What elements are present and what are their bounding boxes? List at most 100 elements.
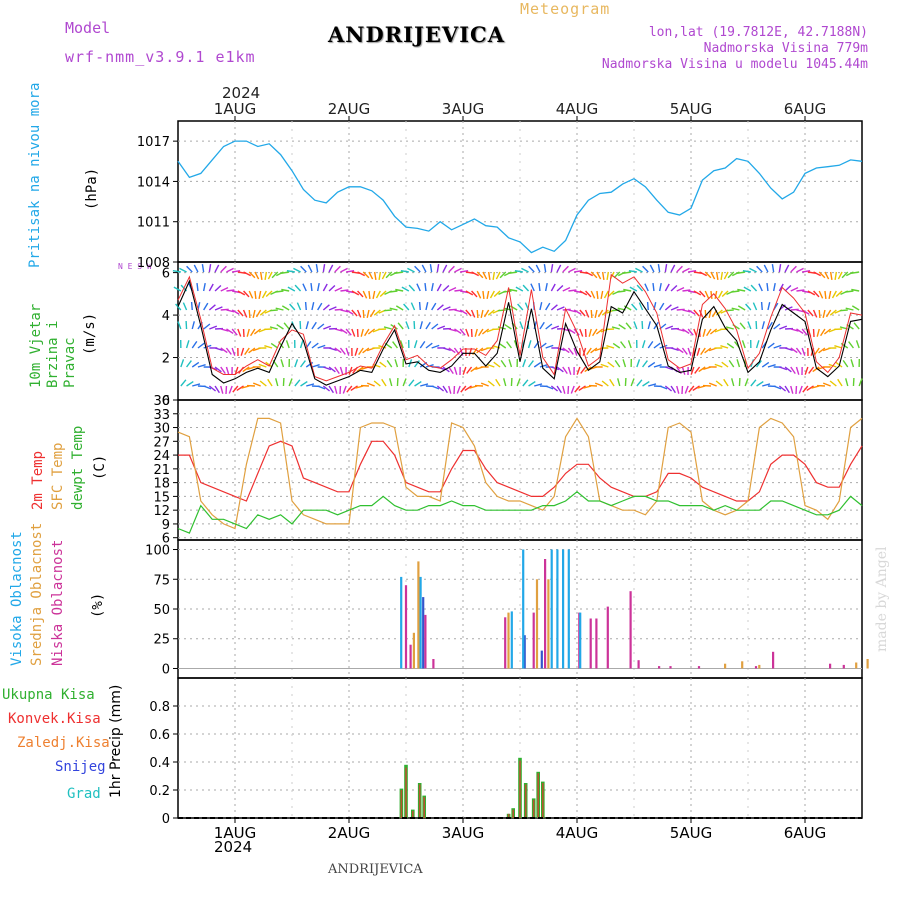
wind-arrow [231, 328, 238, 336]
wind-arrow [579, 328, 584, 337]
wind-arrow [345, 309, 354, 315]
wind-arrow [534, 383, 543, 387]
wind-arrow [499, 271, 507, 279]
wind-arrow [459, 309, 468, 315]
station-title: ANDRIJEVICA [328, 22, 506, 47]
wind-arrow [442, 264, 448, 273]
wind-arrow [220, 347, 228, 354]
wind-arrow [429, 263, 433, 273]
wind-arrow [750, 284, 758, 292]
wind-arrow [538, 283, 541, 292]
clouds-ytick-label: 50 [153, 603, 170, 618]
cloud-bar [504, 617, 507, 669]
wind-arrow [618, 324, 626, 330]
wind-arrow [530, 283, 535, 292]
wind-arrow [693, 309, 700, 317]
wind-arrow [345, 347, 350, 356]
wind-arrow [611, 326, 620, 330]
wind-arrow [710, 290, 713, 299]
wind-arrow [476, 347, 484, 354]
wind-arrow [682, 309, 691, 313]
wind-arrow [670, 385, 676, 394]
wind-arrow [420, 383, 429, 387]
cloud-bar [595, 618, 598, 669]
wind-arrow [487, 271, 491, 281]
wind-arrow [480, 382, 489, 387]
wind-arrow [185, 360, 192, 368]
wind-arrow [704, 290, 710, 299]
wind-arrow [197, 364, 206, 368]
precip-ytick-label: 0 [162, 812, 170, 827]
wind-arrow [296, 302, 302, 311]
wind-arrow [855, 340, 860, 349]
wind-arrow [596, 290, 599, 299]
wind-arrow [191, 341, 198, 349]
top-day-label: 3AUG [442, 100, 484, 118]
wind-arrow [802, 270, 811, 273]
wind-arrow [756, 265, 763, 273]
wind-arrow [258, 290, 262, 300]
wind-arrow [328, 264, 334, 273]
precip-ytick-label: 0.6 [149, 728, 170, 743]
wind-arrow [226, 267, 234, 273]
wind-arrow [424, 283, 427, 292]
wind-arrow [234, 366, 239, 375]
wind-arrow [395, 271, 404, 274]
wind-arrow [436, 263, 440, 273]
wind-arrow [328, 347, 337, 351]
wind-arrow [179, 267, 187, 273]
temperature-ytick-label: 36 [153, 394, 170, 409]
wind-arrow [220, 328, 229, 332]
wind-arrow [796, 328, 804, 334]
cloud-bar [754, 666, 758, 669]
wind-arrow [822, 382, 831, 387]
wind-arrow [276, 324, 284, 330]
wind-arrow [528, 381, 536, 387]
wind-arrow [383, 309, 392, 312]
wind-arrow [762, 383, 771, 387]
cloud-bar [400, 576, 403, 669]
cloud-bar [550, 549, 553, 669]
wind-arrow [448, 385, 452, 394]
wind-arrow [397, 322, 404, 330]
wind-arrow [573, 309, 582, 315]
wind-arrow [431, 323, 439, 330]
wind-arrow [568, 328, 576, 334]
wind-arrow [784, 306, 793, 311]
wind-arrow [630, 378, 635, 387]
wind-arrow [237, 290, 246, 296]
wind-arrow [829, 271, 833, 281]
wind-arrow [694, 366, 701, 374]
wind-arrow [258, 363, 267, 368]
wind-arrow [226, 289, 235, 292]
wind-arrow [394, 359, 399, 368]
wind-arrow [699, 290, 706, 298]
wind-arrow [607, 290, 615, 298]
wind-arrow [471, 271, 480, 277]
wind-arrow [405, 321, 410, 330]
wind-arrow [311, 342, 319, 349]
wind-arrow [425, 302, 429, 311]
wind-arrow [368, 290, 371, 299]
wind-arrow [476, 271, 484, 279]
wind-arrow [845, 307, 854, 311]
wind-arrow [177, 321, 182, 330]
wind-arrow [372, 363, 381, 368]
wind-arrow [708, 309, 712, 318]
wind-arrow [761, 321, 765, 330]
wind-arrow [842, 360, 849, 368]
wind-arrow [594, 382, 603, 387]
wind-arrow [228, 385, 233, 394]
wind-arrow [360, 328, 364, 337]
lonlat-text: lon,lat (19.7812E, 42.7188N) [648, 25, 868, 40]
wind-arrow [539, 321, 545, 330]
temp-line-dewpt-temp [177, 491, 863, 534]
wind-arrow [462, 366, 467, 375]
precip-ytick-label: 0.8 [149, 700, 170, 715]
wind-arrow [248, 347, 256, 354]
wind-arrow [504, 324, 512, 330]
wind-arrow [486, 363, 495, 368]
temp-line-2m-temp [178, 440, 863, 502]
wind-arrow [448, 347, 456, 354]
wind-arrow [379, 290, 387, 298]
